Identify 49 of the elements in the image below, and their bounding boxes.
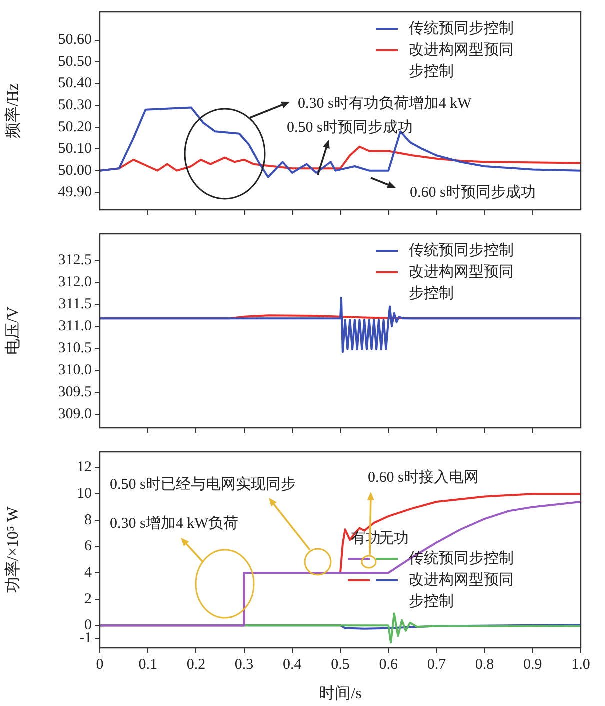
x-tick-label: 0.1 bbox=[138, 656, 158, 673]
y-tick-label: 50.30 bbox=[58, 98, 92, 114]
y-tick-label: 50.00 bbox=[58, 162, 92, 179]
y-tick-label: 312.5 bbox=[58, 252, 92, 268]
y-tick-label: 50.60 bbox=[58, 32, 92, 48]
annotation: 0.60 s时预同步成功 bbox=[410, 184, 536, 201]
y-tick-label: 50.50 bbox=[58, 54, 92, 70]
y-tick-label: 309.0 bbox=[58, 406, 92, 423]
annotation: 0.50 s时预同步成功 bbox=[287, 118, 413, 136]
x-tick-label: 1.0 bbox=[572, 656, 590, 673]
y-axis-title: 频率/Hz bbox=[4, 83, 22, 139]
x-tick-label: 0.3 bbox=[234, 656, 254, 673]
legend-label: 传统预同步控制 bbox=[409, 242, 514, 259]
y-tick-label: 2 bbox=[84, 591, 92, 608]
y-tick-label: 311.5 bbox=[58, 296, 92, 312]
y-tick-label: 49.90 bbox=[58, 184, 92, 201]
y-tick-label: 10 bbox=[77, 486, 92, 502]
x-tick-label: 0.8 bbox=[475, 656, 494, 673]
y-tick-label: 311.0 bbox=[58, 318, 92, 335]
x-tick-label: 0.2 bbox=[186, 656, 206, 673]
x-tick-label: 0.6 bbox=[379, 656, 398, 673]
y-tick-label: 310.5 bbox=[58, 340, 92, 357]
y-tick-label: 50.40 bbox=[58, 76, 92, 92]
x-tick-label: 0.5 bbox=[331, 656, 350, 673]
y-tick-label: 50.10 bbox=[58, 141, 92, 158]
legend-label: 改进构网型预同步控制 bbox=[409, 263, 514, 302]
legend-label: 改进构网型预同步控制 bbox=[409, 41, 514, 80]
y-tick-label: 309.5 bbox=[58, 384, 92, 401]
y-tick-label: 12 bbox=[77, 460, 92, 476]
x-axis-title: 时间/s bbox=[319, 684, 362, 703]
y-tick-label: 310.0 bbox=[58, 362, 92, 379]
y-tick-label: 50.20 bbox=[58, 119, 92, 136]
annotation: 0.30 s时有功负荷增加4 kW bbox=[298, 94, 473, 112]
legend-label: 传统预同步控制 bbox=[409, 550, 514, 567]
x-tick-label: 0.9 bbox=[524, 656, 542, 673]
annotation: 0.30 s增加4 kW负荷 bbox=[110, 514, 239, 532]
legend-label: 传统预同步控制 bbox=[409, 20, 514, 37]
x-tick-label: 0.7 bbox=[427, 656, 447, 673]
y-tick-label: 8 bbox=[84, 512, 92, 528]
x-tick-label: 0.4 bbox=[283, 656, 302, 673]
y-axis-title: 电压/V bbox=[4, 306, 22, 355]
y-tick-label: 312.0 bbox=[58, 274, 92, 290]
annotation: 0.50 s时已经与电网实现同步 bbox=[110, 476, 296, 493]
x-tick-label: 0 bbox=[96, 656, 104, 673]
legend-label: 改进构网型预同步控制 bbox=[409, 571, 514, 610]
y-axis-title: 功率/×10⁵ W bbox=[4, 506, 22, 594]
annotation: 0.60 s时接入电网 bbox=[368, 468, 479, 486]
y-tick-label: 6 bbox=[84, 538, 92, 555]
y-tick-label: 4 bbox=[84, 564, 92, 581]
